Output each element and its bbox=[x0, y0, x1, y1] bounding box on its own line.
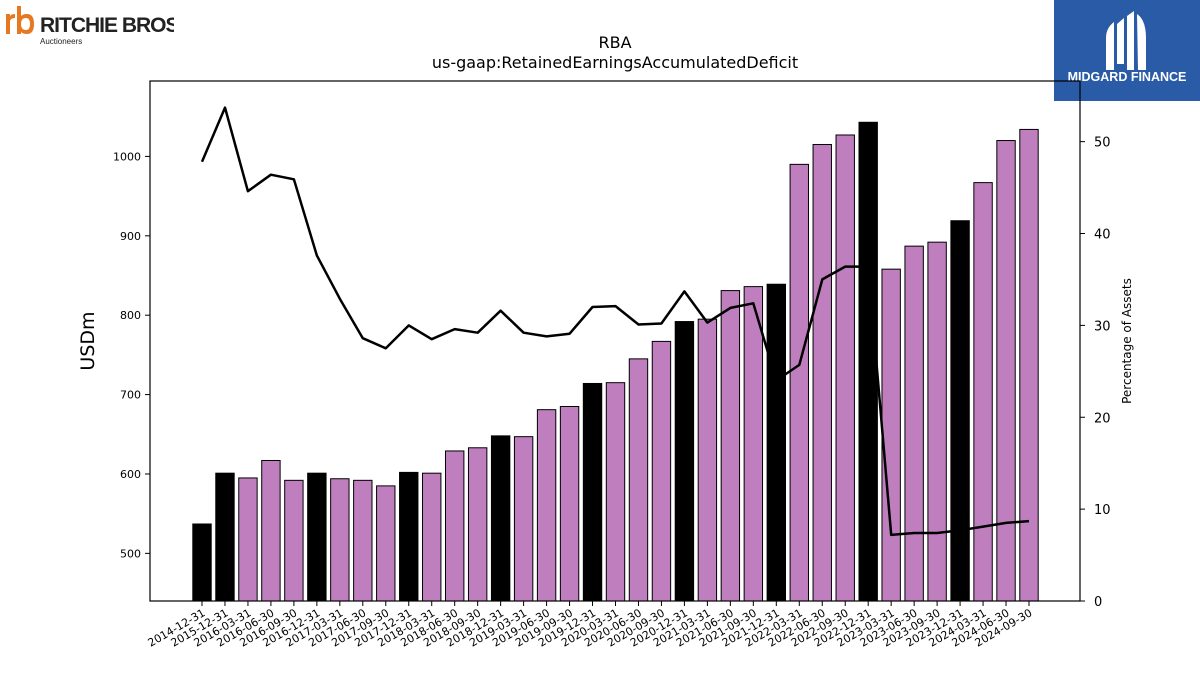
bar-2016-09-30 bbox=[284, 479, 304, 602]
y2-tick-label-30: 30 bbox=[1094, 319, 1111, 334]
bar-2020-06-30 bbox=[628, 358, 649, 602]
bar-2023-03-31 bbox=[881, 268, 901, 602]
bar-2016-06-30 bbox=[261, 459, 281, 602]
y-tick-label-800: 800 bbox=[120, 309, 141, 322]
y2-tick-label-40: 40 bbox=[1094, 228, 1111, 243]
bar-2014-12-31 bbox=[192, 523, 212, 602]
x-axis: 2014-12-312015-12-312016-03-312016-06-30… bbox=[146, 601, 1035, 650]
bar-2016-12-31 bbox=[307, 472, 327, 602]
bar-2023-12-31 bbox=[950, 220, 970, 602]
midgard-finance-wordmark: MIDGARD FINANCE bbox=[1068, 70, 1187, 84]
bar-2018-06-30 bbox=[444, 450, 465, 602]
bar-2019-03-31 bbox=[513, 436, 534, 602]
y-tick-label-700: 700 bbox=[120, 389, 141, 402]
bar-2018-12-31 bbox=[490, 435, 511, 602]
bar-2017-09-30 bbox=[376, 485, 396, 602]
midgard-mark-icon bbox=[1106, 11, 1146, 70]
chart-subtitle: us-gaap:RetainedEarningsAccumulatedDefic… bbox=[432, 53, 798, 72]
bar-2017-06-30 bbox=[353, 479, 373, 602]
ritchie-bros-wordmark: RITCHIE BROS. bbox=[40, 14, 174, 37]
y-axis-right: 0 10 20 30 40 50 bbox=[1080, 136, 1111, 610]
bar-2021-09-30 bbox=[743, 286, 764, 602]
bar-2021-06-30 bbox=[720, 290, 741, 602]
bar-2017-12-31 bbox=[399, 471, 419, 602]
bar-2020-09-30 bbox=[651, 340, 672, 602]
bar-2021-12-31 bbox=[766, 283, 787, 602]
midgard-finance-logo: MIDGARD FINANCE bbox=[1054, 0, 1200, 101]
bar-2020-12-31 bbox=[674, 321, 695, 602]
ritchie-bros-tagline: Auctioneers bbox=[40, 37, 82, 46]
line-series bbox=[200, 106, 1030, 537]
y2-tick-label-0: 0 bbox=[1094, 595, 1102, 610]
bar-2015-12-31 bbox=[215, 472, 235, 602]
chart-title: RBA bbox=[598, 33, 631, 52]
y2-tick-label-50: 50 bbox=[1094, 136, 1111, 151]
y2-tick-label-20: 20 bbox=[1094, 411, 1111, 426]
y-tick-label-500: 500 bbox=[120, 547, 141, 560]
rb-mark-icon bbox=[6, 6, 34, 34]
bar-2022-12-31 bbox=[858, 121, 878, 602]
ritchie-bros-logo: RITCHIE BROS. Auctioneers bbox=[4, 4, 185, 48]
bar-2018-03-31 bbox=[422, 472, 442, 602]
y-tick-label-900: 900 bbox=[120, 230, 141, 243]
y2-tick-label-10: 10 bbox=[1094, 503, 1111, 518]
percentage-of-assets-line bbox=[200, 106, 1030, 537]
bar-2023-09-30 bbox=[927, 241, 947, 602]
y-tick-label-600: 600 bbox=[120, 468, 141, 481]
bar-2016-03-31 bbox=[238, 477, 258, 602]
bar-2024-09-30 bbox=[1019, 128, 1039, 602]
bar-2019-09-30 bbox=[559, 405, 580, 602]
bar-2019-12-31 bbox=[582, 382, 603, 602]
bar-2022-06-30 bbox=[812, 144, 832, 602]
bar-2024-03-31 bbox=[973, 182, 993, 602]
bar-2019-06-30 bbox=[536, 409, 557, 602]
bar-2020-03-31 bbox=[605, 382, 626, 602]
bar-2024-06-30 bbox=[996, 140, 1016, 602]
y2-axis-label: Percentage of Assets bbox=[1120, 278, 1134, 404]
y-axis-left: 500 600 700 800 900 1000 bbox=[113, 150, 150, 560]
bar-2017-03-31 bbox=[330, 478, 350, 602]
y-axis-label: USDm bbox=[77, 311, 99, 370]
bar-2023-06-30 bbox=[904, 245, 924, 602]
bar-2018-09-30 bbox=[467, 447, 488, 602]
bar-series bbox=[192, 121, 1039, 602]
bar-2022-09-30 bbox=[835, 134, 855, 602]
bar-2021-03-31 bbox=[697, 318, 718, 602]
y-tick-label-1000: 1000 bbox=[113, 150, 141, 163]
bar-2022-03-31 bbox=[789, 163, 809, 602]
